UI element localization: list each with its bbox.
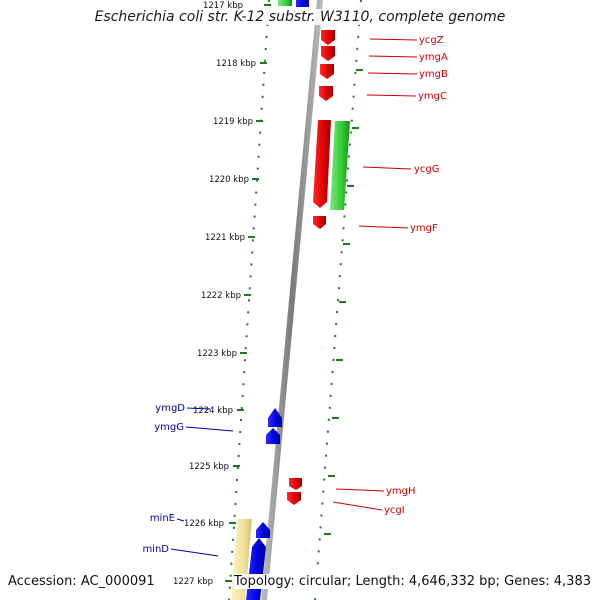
left-label-leaders bbox=[170, 407, 234, 557]
scale-label: 1217 kbp bbox=[203, 1, 243, 11]
gene-label-ymgA[interactable]: ymgA bbox=[419, 52, 448, 63]
gene-label-ymgG[interactable]: ymgG bbox=[154, 422, 184, 433]
scale-label: 1223 kbp bbox=[197, 349, 237, 359]
gene-ymgG[interactable] bbox=[266, 428, 280, 444]
gene-label-minE[interactable]: minE bbox=[150, 513, 175, 524]
scale-label: 1227 kbp bbox=[173, 577, 213, 587]
gene-minE[interactable] bbox=[256, 522, 270, 538]
gene-ymgF[interactable] bbox=[313, 216, 326, 229]
scale-label: 1226 kbp bbox=[184, 519, 224, 529]
inner-scale-track bbox=[228, 0, 270, 600]
scale-label: 1220 kbp bbox=[209, 175, 249, 185]
gene-label-minD[interactable]: minD bbox=[142, 544, 169, 555]
gene-ycgG-red[interactable] bbox=[313, 120, 331, 208]
gene-ymgA[interactable] bbox=[321, 46, 335, 61]
scale-label: 1225 kbp bbox=[189, 462, 229, 472]
genome-summary: Topology: circular; Length: 4,646,332 bp… bbox=[233, 574, 591, 589]
gene-ycgZ[interactable] bbox=[321, 30, 335, 45]
gene-label-ymgC[interactable]: ymgC bbox=[418, 91, 447, 102]
gene-label-ymgB[interactable]: ymgB bbox=[419, 69, 448, 80]
scale-label: 1218 kbp bbox=[216, 59, 256, 69]
gene-label-ycgG[interactable]: ycgG bbox=[414, 164, 440, 175]
gene-green-top bbox=[278, 0, 292, 6]
gene-label-ymgH[interactable]: ymgH bbox=[386, 486, 416, 497]
gene-label-ycgZ[interactable]: ycgZ bbox=[419, 35, 444, 46]
gene-ymgH[interactable] bbox=[289, 478, 302, 490]
outer-scale-track bbox=[314, 0, 362, 600]
right-label-leaders bbox=[332, 38, 418, 511]
scale-label: 1224 kbp bbox=[193, 406, 233, 416]
gene-ycgI[interactable] bbox=[287, 492, 301, 505]
genome-title: Escherichia coli str. K-12 substr. W3110… bbox=[0, 9, 600, 25]
gene-label-ycgI[interactable]: ycgI bbox=[384, 505, 405, 516]
gene-ycgG-green[interactable] bbox=[330, 121, 350, 210]
gene-ymgB[interactable] bbox=[320, 64, 334, 79]
gene-ymgC[interactable] bbox=[319, 86, 333, 101]
gene-blue-top bbox=[296, 0, 309, 7]
gene-ymgD[interactable] bbox=[268, 408, 282, 427]
scale-label: 1222 kbp bbox=[201, 291, 241, 301]
genome-backbone bbox=[261, 0, 323, 600]
accession-text: Accession: AC_000091 bbox=[8, 574, 155, 589]
scale-ticks bbox=[225, 4, 363, 582]
scale-label: 1221 kbp bbox=[205, 233, 245, 243]
scale-label: 1219 kbp bbox=[213, 117, 253, 127]
gene-label-ymgD[interactable]: ymgD bbox=[155, 403, 185, 414]
gene-label-ymgF[interactable]: ymgF bbox=[410, 223, 438, 234]
